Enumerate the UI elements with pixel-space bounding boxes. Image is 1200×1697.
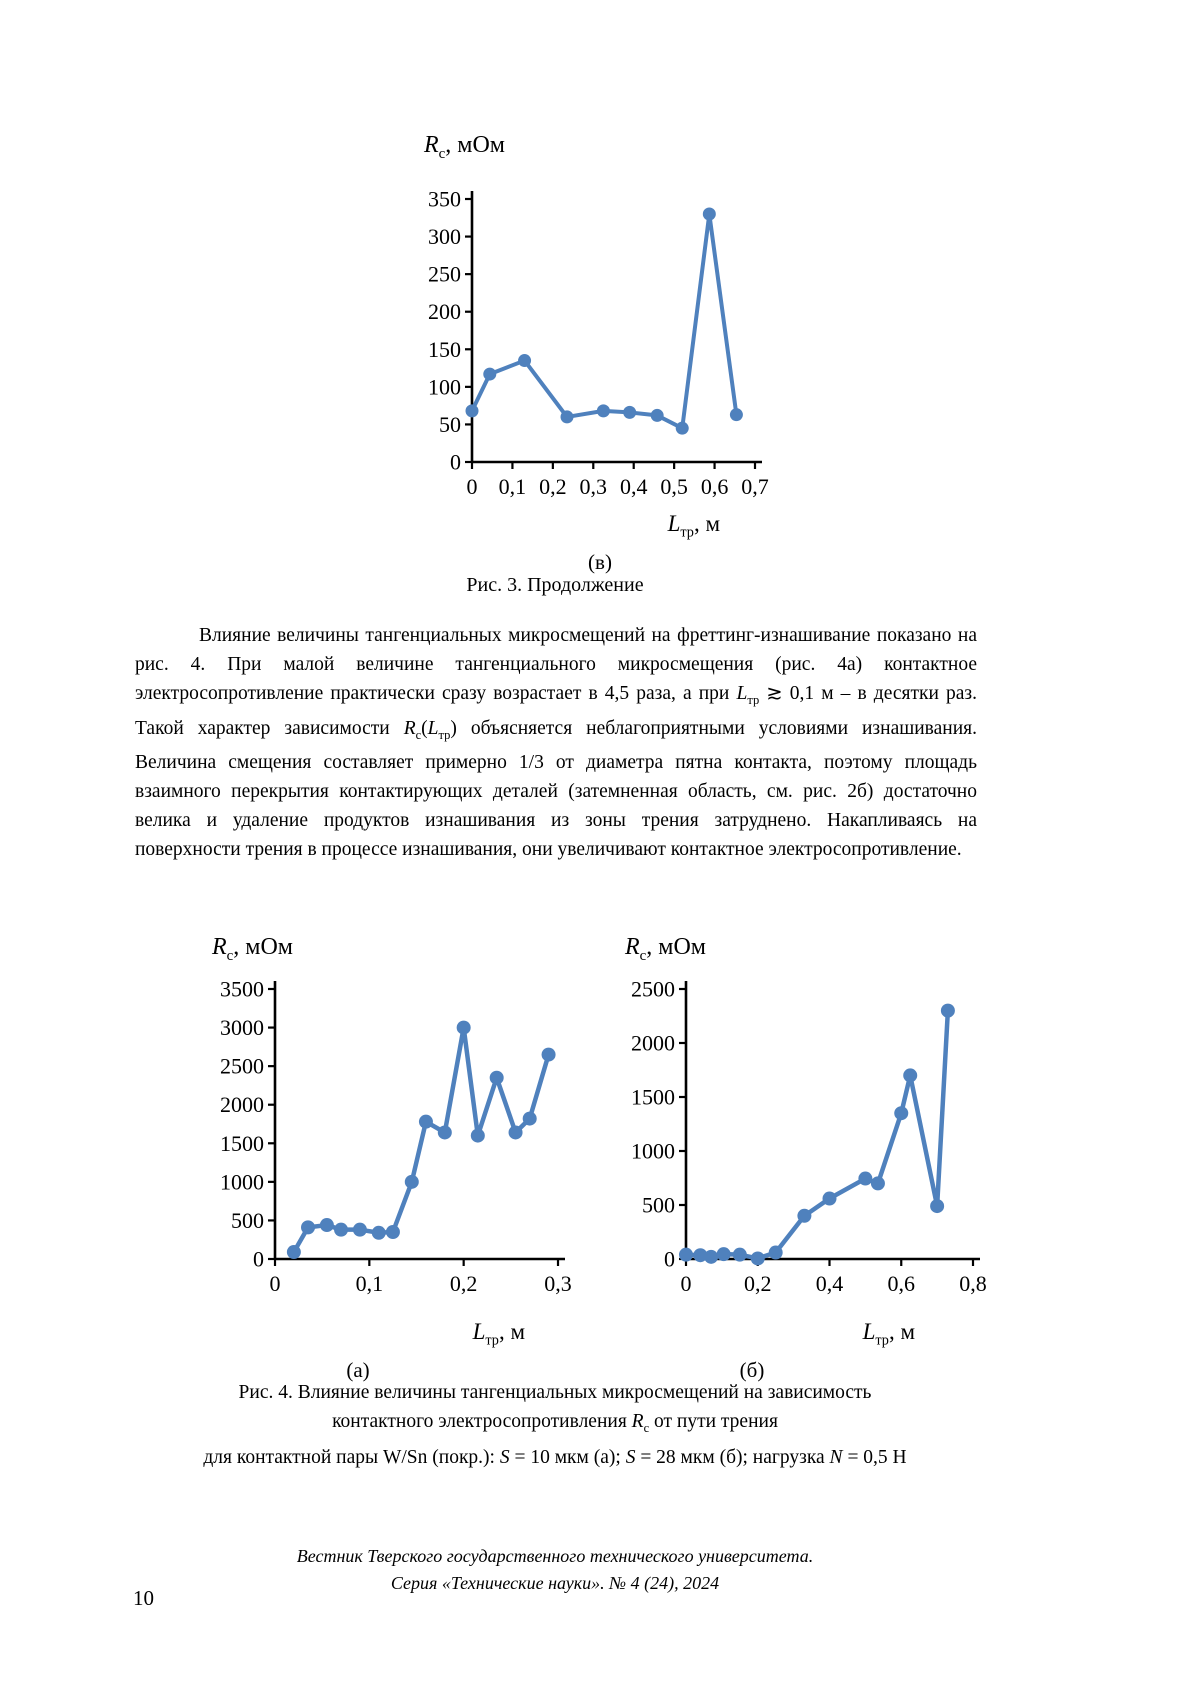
svg-text:500: 500 bbox=[231, 1208, 264, 1233]
figure-4b-panel: Rc, мОм 0 500 1000 1500 2000 2500 0 0,2 0,4 0,6 0,… bbox=[614, 928, 1014, 1383]
figure-4-caption: Рис. 4. Влияние величины тангенциальных … bbox=[135, 1378, 975, 1472]
svg-text:3000: 3000 bbox=[220, 1015, 264, 1040]
chart-a-x-axis-title: Lтр, м bbox=[472, 1318, 525, 1349]
footer-line-2: Серия «Технические науки». № 4 (24), 202… bbox=[390, 1572, 720, 1593]
svg-text:0,4: 0,4 bbox=[620, 474, 648, 499]
chart-b-y-axis-title: Rc, мОм bbox=[625, 934, 706, 964]
chart-v-panel-label: (в) bbox=[588, 550, 612, 575]
svg-text:0,2: 0,2 bbox=[450, 1271, 478, 1296]
svg-text:0: 0 bbox=[664, 1246, 675, 1271]
svg-text:500: 500 bbox=[642, 1192, 675, 1217]
svg-text:350: 350 bbox=[428, 186, 461, 211]
svg-text:0: 0 bbox=[467, 474, 478, 499]
svg-text:100: 100 bbox=[428, 374, 461, 399]
figure-4a-panel: Rc, мОм 0 500 1000 1500 2000 2500 3000 3500 0 0,1… bbox=[203, 928, 603, 1383]
svg-text:2500: 2500 bbox=[220, 1053, 264, 1078]
page-number: 10 bbox=[133, 1586, 154, 1610]
svg-text:0,1: 0,1 bbox=[499, 474, 527, 499]
svg-text:2000: 2000 bbox=[631, 1030, 675, 1055]
svg-text:0,2: 0,2 bbox=[539, 474, 567, 499]
svg-text:0: 0 bbox=[450, 449, 461, 474]
journal-footer: Вестник Тверского государственного техни… bbox=[135, 1543, 975, 1596]
figure-3v-panel: Rc, мОм 0 50 100 150 200 250 300 350 0 0,1 0,2 0,3 0… bbox=[408, 126, 808, 575]
svg-text:1000: 1000 bbox=[220, 1169, 264, 1194]
chart-v-x-axis-title: Lтр, м bbox=[667, 510, 720, 541]
figure-4-caption-line-1: Рис. 4. Влияние величины тангенциальных … bbox=[238, 1382, 872, 1403]
figure-4-caption-line-2: контактного электросопротивления Rc от п… bbox=[332, 1411, 778, 1435]
chart-a-panel-label: (а) bbox=[346, 1358, 370, 1383]
svg-text:250: 250 bbox=[428, 261, 461, 286]
svg-text:3500: 3500 bbox=[220, 976, 264, 1001]
svg-text:200: 200 bbox=[428, 299, 461, 324]
svg-text:0,6: 0,6 bbox=[888, 1271, 916, 1296]
svg-text:0,7: 0,7 bbox=[741, 474, 769, 499]
svg-text:0,6: 0,6 bbox=[701, 474, 729, 499]
svg-text:0,1: 0,1 bbox=[356, 1271, 384, 1296]
svg-text:0,3: 0,3 bbox=[544, 1271, 572, 1296]
figure-3-caption: Рис. 3. Продолжение bbox=[466, 574, 644, 596]
svg-text:50: 50 bbox=[439, 412, 461, 437]
chart-a-y-axis-title: Rc, мОм bbox=[212, 934, 293, 964]
chart-b-plot: 0 500 1000 1500 2000 2500 0 0,2 0,4 0,6 0,8 bbox=[631, 976, 987, 1296]
svg-text:0: 0 bbox=[681, 1271, 692, 1296]
svg-text:0: 0 bbox=[253, 1246, 264, 1271]
svg-text:300: 300 bbox=[428, 224, 461, 249]
chart-b-x-axis-title: Lтр, м bbox=[862, 1318, 915, 1349]
svg-text:1500: 1500 bbox=[631, 1084, 675, 1109]
svg-text:0,4: 0,4 bbox=[816, 1271, 844, 1296]
svg-text:2000: 2000 bbox=[220, 1092, 264, 1117]
chart-v-plot: 0 50 100 150 200 250 300 350 0 0,1 0,2 0,3 0,4 0,5 0,6… bbox=[428, 186, 769, 499]
svg-text:1500: 1500 bbox=[220, 1131, 264, 1156]
svg-text:1000: 1000 bbox=[631, 1138, 675, 1163]
svg-text:0,5: 0,5 bbox=[660, 474, 688, 499]
svg-text:0,2: 0,2 bbox=[744, 1271, 772, 1296]
svg-text:2500: 2500 bbox=[631, 976, 675, 1001]
svg-text:0,3: 0,3 bbox=[580, 474, 608, 499]
chart-b-panel-label: (б) bbox=[739, 1358, 765, 1383]
body-paragraph: Влияние величины тангенциальных микросме… bbox=[135, 625, 977, 861]
svg-text:150: 150 bbox=[428, 337, 461, 362]
svg-text:0: 0 bbox=[270, 1271, 281, 1296]
footer-line-1: Вестник Тверского государственного техни… bbox=[296, 1546, 814, 1566]
chart-v-y-axis-title: Rc, мОм bbox=[424, 132, 505, 162]
chart-a-plot: 0 500 1000 1500 2000 2500 3000 3500 0 0,1 0,2 0,3 bbox=[220, 976, 572, 1296]
figure-4-caption-line-3: для контактной пары W/Sn (покр.): S = 10… bbox=[203, 1446, 907, 1468]
svg-text:0,8: 0,8 bbox=[959, 1271, 987, 1296]
